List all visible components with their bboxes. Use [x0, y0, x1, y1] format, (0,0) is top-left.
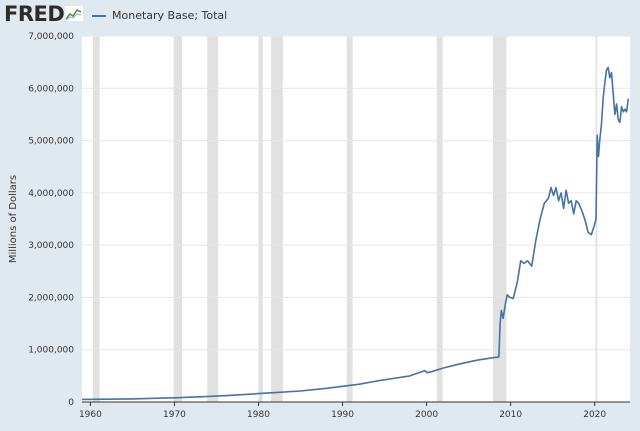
y-tick-label: 6,000,000 [28, 84, 74, 94]
y-tick-label: 3,000,000 [28, 241, 74, 251]
plot-area [82, 36, 630, 402]
x-tick-label: 1960 [79, 410, 102, 420]
x-tick-label: 1990 [331, 410, 354, 420]
recession-band [92, 36, 100, 402]
fred-logo[interactable]: FRED [4, 2, 65, 26]
recession-band [346, 36, 353, 402]
y-tick-label: 2,000,000 [28, 293, 74, 303]
legend-swatch [92, 14, 106, 17]
y-tick-label: 1,000,000 [28, 346, 74, 356]
recession-band [493, 36, 507, 402]
x-tick-label: 1970 [163, 410, 186, 420]
y-tick-label: 0 [68, 398, 74, 408]
fred-graph-icon [64, 5, 84, 22]
recession-band [173, 36, 183, 402]
chart-header: FRED Monetary Base; Total [0, 0, 640, 30]
series-line [81, 66, 630, 401]
recession-band [258, 36, 263, 402]
y-axis-label: Millions of Dollars [8, 175, 19, 263]
x-tick-label: 2000 [415, 410, 438, 420]
x-tick-label: 2010 [499, 410, 522, 420]
recession-band [207, 36, 219, 402]
recession-band [436, 36, 443, 402]
legend-label: Monetary Base; Total [112, 9, 228, 22]
legend[interactable]: Monetary Base; Total [92, 9, 227, 22]
y-tick-label: 7,000,000 [28, 32, 74, 42]
y-tick-label: 5,000,000 [28, 137, 74, 147]
y-tick-label: 4,000,000 [28, 189, 74, 199]
x-tick-label: 2020 [583, 410, 606, 420]
x-tick-label: 1980 [247, 410, 270, 420]
recession-band [271, 36, 283, 402]
